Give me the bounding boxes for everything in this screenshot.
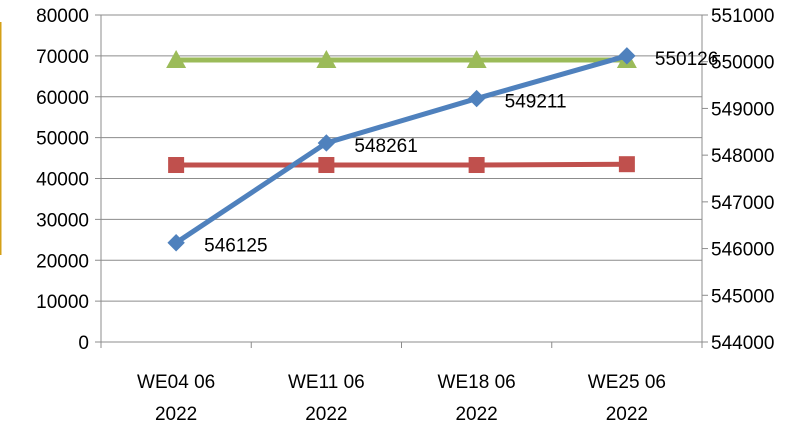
diamond-marker <box>167 234 185 252</box>
triangle-marker <box>166 49 187 68</box>
series-square <box>168 156 635 174</box>
left-tick-label: 0 <box>78 333 89 354</box>
x-tick-label: WE25 06 2022 <box>588 372 666 422</box>
right-tick-label: 545000 <box>711 286 774 307</box>
left-tick-label: 50000 <box>36 129 89 150</box>
series-line <box>174 53 628 245</box>
series-triangle <box>166 49 637 68</box>
diamond-marker <box>467 89 486 108</box>
data-label: 548261 <box>354 136 417 157</box>
right-tick-label: 549000 <box>711 99 774 120</box>
series-lines: 546125 548261 549211 550126 <box>166 47 718 257</box>
square-marker <box>168 157 185 174</box>
square-marker <box>468 157 485 174</box>
left-tick-label: 20000 <box>36 251 89 272</box>
data-label: 550126 <box>655 49 718 70</box>
triangle-marker <box>466 49 487 68</box>
triangle-marker <box>316 49 337 68</box>
x-tick-label: WE18 06 2022 <box>438 372 516 422</box>
series-diamond: 546125 548261 549211 550126 <box>167 47 718 257</box>
series-line <box>176 161 627 168</box>
diamond-marker <box>618 47 636 65</box>
left-tick-label: 80000 <box>36 6 89 27</box>
left-tick-label: 60000 <box>36 88 89 109</box>
left-axis-ticks: 0 10000 20000 30000 40000 50000 60000 70000 8000… <box>36 6 101 354</box>
x-tick-label: WE11 06 2022 <box>288 372 365 422</box>
right-axis-ticks: 544000 545000 546000 547000 548000 549000 5500… <box>702 6 774 354</box>
left-tick-label: 70000 <box>36 47 89 68</box>
square-marker <box>318 157 335 174</box>
x-axis-ticks: WE04 06 2022 WE11 06 2022 WE18 06 2022 WE25 06… <box>100 342 703 422</box>
data-label: 549211 <box>505 92 567 113</box>
left-tick-label: 30000 <box>36 210 89 231</box>
left-tick-label: 40000 <box>36 170 89 191</box>
left-tick-label: 10000 <box>36 292 89 313</box>
data-label: 546125 <box>204 236 267 257</box>
right-tick-label: 551000 <box>711 6 774 27</box>
square-marker <box>618 156 635 173</box>
right-tick-label: 546000 <box>711 240 774 261</box>
diamond-marker <box>317 134 336 152</box>
right-tick-label: 548000 <box>711 146 774 167</box>
gridlines <box>101 14 702 302</box>
right-tick-label: 544000 <box>711 333 774 354</box>
x-tick-label: WE04 06 2022 <box>137 372 215 422</box>
right-tick-label: 547000 <box>711 193 774 214</box>
right-tick-label: 550000 <box>711 53 774 74</box>
